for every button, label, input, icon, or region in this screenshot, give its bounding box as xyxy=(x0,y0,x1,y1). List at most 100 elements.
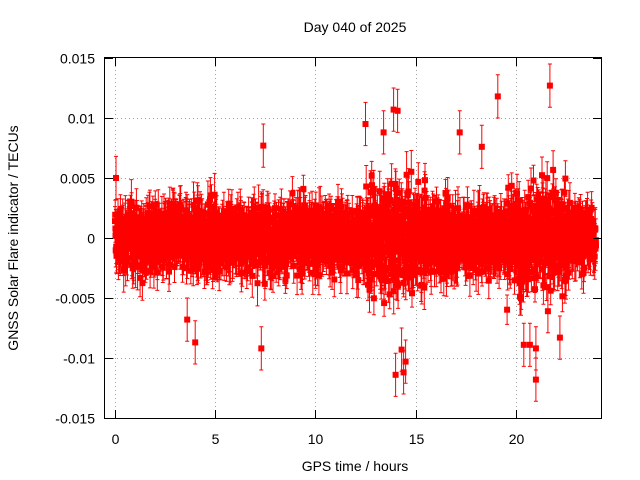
data-point xyxy=(389,228,396,235)
data-point xyxy=(463,228,470,235)
data-point xyxy=(455,252,462,258)
data-point xyxy=(314,262,321,268)
data-point xyxy=(217,260,224,267)
data-point xyxy=(453,264,460,271)
data-point xyxy=(394,107,401,114)
data-point xyxy=(182,249,188,256)
data-point xyxy=(464,214,471,221)
data-point xyxy=(208,229,215,236)
data-point xyxy=(315,253,322,260)
data-point xyxy=(379,217,386,224)
data-point xyxy=(470,208,477,215)
data-point xyxy=(553,246,560,253)
data-point xyxy=(452,225,459,232)
data-point xyxy=(344,259,351,266)
data-point xyxy=(259,231,266,238)
data-point xyxy=(532,345,539,352)
y-tick-label: 0 xyxy=(87,231,95,247)
data-point xyxy=(552,189,559,196)
data-point xyxy=(260,209,267,216)
data-point xyxy=(353,271,360,278)
data-point xyxy=(367,276,374,283)
y-tick-labels: -0.015 -0.01 -0.005 0 0.005 0.01 0.015 xyxy=(55,51,95,427)
data-point xyxy=(204,201,211,208)
data-point xyxy=(254,280,261,287)
data-point xyxy=(591,253,598,260)
data-point xyxy=(408,168,415,175)
data-point xyxy=(327,262,334,269)
data-point xyxy=(120,267,127,274)
data-point xyxy=(368,172,375,179)
data-point xyxy=(534,205,541,212)
data-point xyxy=(433,257,440,264)
data-point xyxy=(462,264,469,271)
data-point xyxy=(335,198,341,205)
data-point xyxy=(331,252,338,258)
data-point xyxy=(382,248,389,255)
data-point xyxy=(538,241,545,248)
data-point xyxy=(369,234,376,241)
data-point xyxy=(172,252,179,259)
data-point xyxy=(168,216,175,223)
data-point xyxy=(431,207,438,214)
data-point xyxy=(571,204,578,211)
data-point xyxy=(395,223,402,230)
data-point xyxy=(356,244,363,250)
data-point xyxy=(367,212,373,219)
data-point xyxy=(515,275,522,282)
data-point xyxy=(312,202,319,209)
data-point xyxy=(338,203,345,210)
data-point xyxy=(171,263,178,270)
data-point xyxy=(207,196,213,203)
data-point xyxy=(485,258,492,265)
data-point xyxy=(562,175,569,182)
data-point xyxy=(150,215,157,222)
data-point xyxy=(554,201,561,208)
data-point xyxy=(445,251,451,258)
data-point xyxy=(433,198,440,205)
data-point xyxy=(547,208,554,215)
data-point xyxy=(400,279,407,286)
data-point xyxy=(382,274,389,281)
data-point xyxy=(365,220,372,227)
data-point xyxy=(283,215,290,222)
data-point xyxy=(329,269,336,276)
data-point xyxy=(564,213,571,219)
data-point xyxy=(557,210,564,217)
data-point xyxy=(543,244,550,251)
data-point xyxy=(429,243,436,250)
data-point xyxy=(572,256,579,263)
data-point xyxy=(549,229,556,236)
data-point xyxy=(539,172,545,179)
data-point xyxy=(128,198,135,205)
data-point xyxy=(560,247,567,254)
data-point xyxy=(224,254,231,261)
data-point xyxy=(372,205,379,212)
data-point xyxy=(373,226,380,233)
data-point xyxy=(285,210,291,217)
data-point xyxy=(545,219,552,225)
data-point xyxy=(166,268,172,275)
data-point xyxy=(551,196,558,203)
data-point xyxy=(496,265,503,272)
data-point xyxy=(326,253,333,260)
data-point xyxy=(456,129,463,136)
data-point xyxy=(273,233,280,240)
data-point xyxy=(535,201,542,208)
data-point xyxy=(219,238,226,245)
data-point xyxy=(513,248,520,254)
data-point xyxy=(516,197,523,204)
data-point xyxy=(556,268,563,275)
data-point xyxy=(381,195,388,202)
data-point xyxy=(403,171,410,178)
plot-area xyxy=(112,63,599,402)
data-point xyxy=(415,252,422,259)
data-point xyxy=(289,243,296,250)
data-point xyxy=(149,210,156,217)
data-point xyxy=(547,224,554,230)
data-point xyxy=(479,268,486,275)
data-point xyxy=(351,260,358,267)
data-point xyxy=(380,205,387,212)
data-point xyxy=(150,264,157,270)
data-point xyxy=(560,234,567,241)
